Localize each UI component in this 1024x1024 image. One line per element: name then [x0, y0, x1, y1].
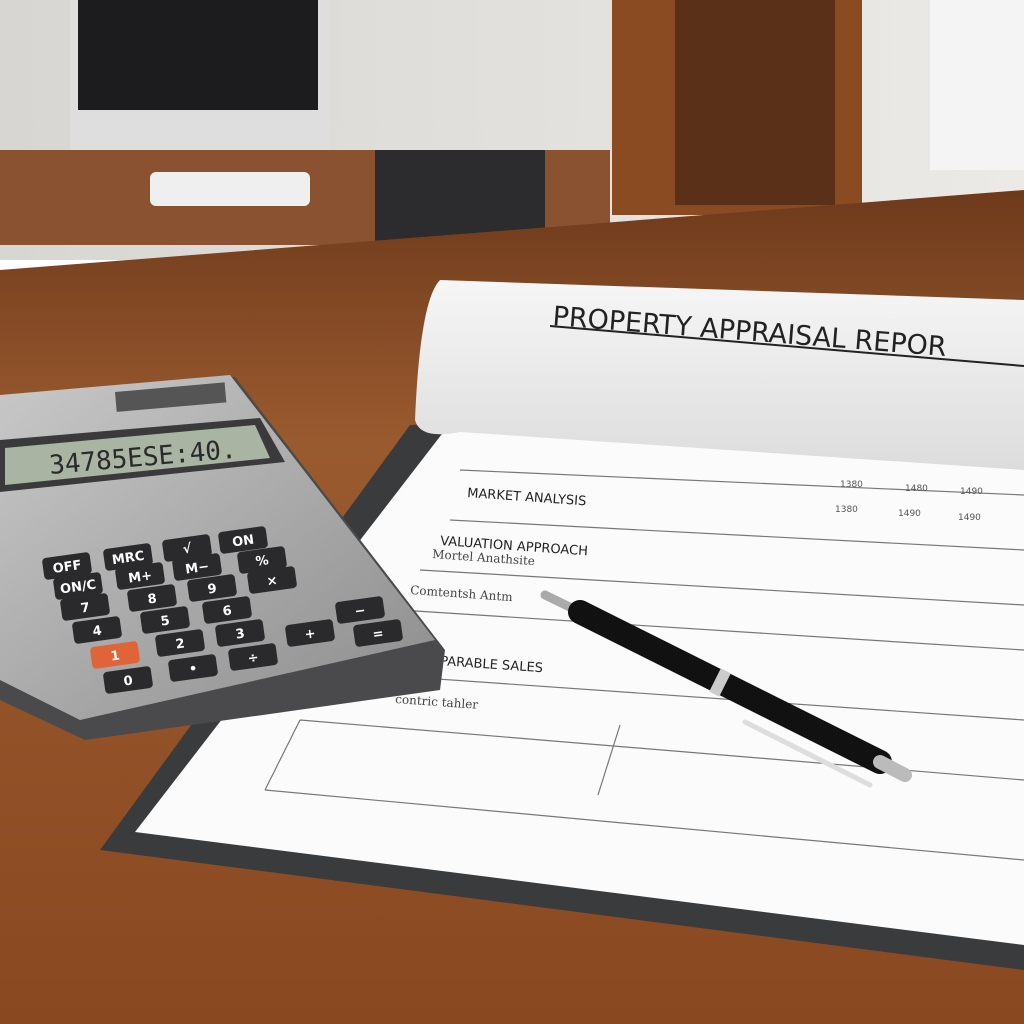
- calc-key: [218, 526, 268, 554]
- calc-key: [103, 543, 153, 571]
- calc-key-label: ÷: [247, 650, 260, 666]
- calc-key-label: %: [255, 553, 270, 570]
- calc-key: [285, 619, 335, 647]
- calc-key: [247, 566, 297, 594]
- calc-key-label: M+: [127, 568, 153, 586]
- calc-key: [90, 641, 140, 669]
- calc-key-label: 4: [92, 623, 103, 639]
- calc-key: [172, 553, 222, 581]
- calc-key-label: √: [182, 541, 193, 557]
- calc-key-label: 2: [175, 636, 186, 652]
- calc-key: [162, 534, 212, 562]
- table-header: 1490: [898, 509, 921, 519]
- pen: [540, 590, 912, 788]
- calc-key: [72, 616, 122, 644]
- table-header: 1380: [835, 505, 858, 515]
- calc-key: [155, 629, 205, 657]
- table-header: 1490: [960, 487, 983, 497]
- calc-key-label: ×: [266, 573, 279, 589]
- sub-label: contric tahler: [395, 692, 479, 712]
- calc-key: [168, 654, 218, 682]
- calc-key: [140, 606, 190, 634]
- calc-key: [335, 596, 385, 624]
- calc-key: [103, 666, 153, 694]
- calc-key: [115, 562, 165, 590]
- calc-key: [187, 574, 237, 602]
- calc-key-label: •: [188, 661, 198, 677]
- calc-key: [215, 619, 265, 647]
- calc-key-label: 5: [160, 613, 171, 629]
- calc-key-label: 8: [147, 591, 158, 607]
- calc-key-label: 0: [123, 673, 134, 689]
- calc-key: [237, 546, 287, 574]
- calc-key-label: M−: [184, 559, 210, 577]
- calc-key-label: MRC: [111, 549, 145, 568]
- calc-key-label: 1: [110, 648, 121, 664]
- calc-key: [228, 643, 278, 671]
- calc-key-label: ON: [231, 533, 255, 551]
- background: [0, 0, 1024, 260]
- calc-key: [42, 552, 92, 580]
- table-header: 1490: [958, 513, 981, 523]
- section-heading: PARABLE SALES: [440, 654, 544, 676]
- calc-key-label: =: [372, 626, 385, 642]
- calc-key-label: ON/C: [59, 578, 97, 598]
- calc-key: [353, 619, 403, 647]
- calc-key-label: 7: [80, 600, 91, 616]
- calc-key-label: −: [354, 603, 367, 619]
- calc-key-label: OFF: [52, 558, 83, 577]
- table-header: 1380: [840, 480, 863, 490]
- calc-key-label: 3: [235, 626, 246, 642]
- calc-key: [60, 593, 110, 621]
- calc-key-label: 6: [222, 603, 233, 619]
- calc-key: [202, 596, 252, 624]
- calc-key: [127, 584, 177, 612]
- table-header: 1480: [905, 484, 928, 494]
- calc-key-label: 9: [207, 581, 218, 597]
- calc-key: [53, 572, 103, 600]
- calc-key-label: +: [304, 626, 317, 642]
